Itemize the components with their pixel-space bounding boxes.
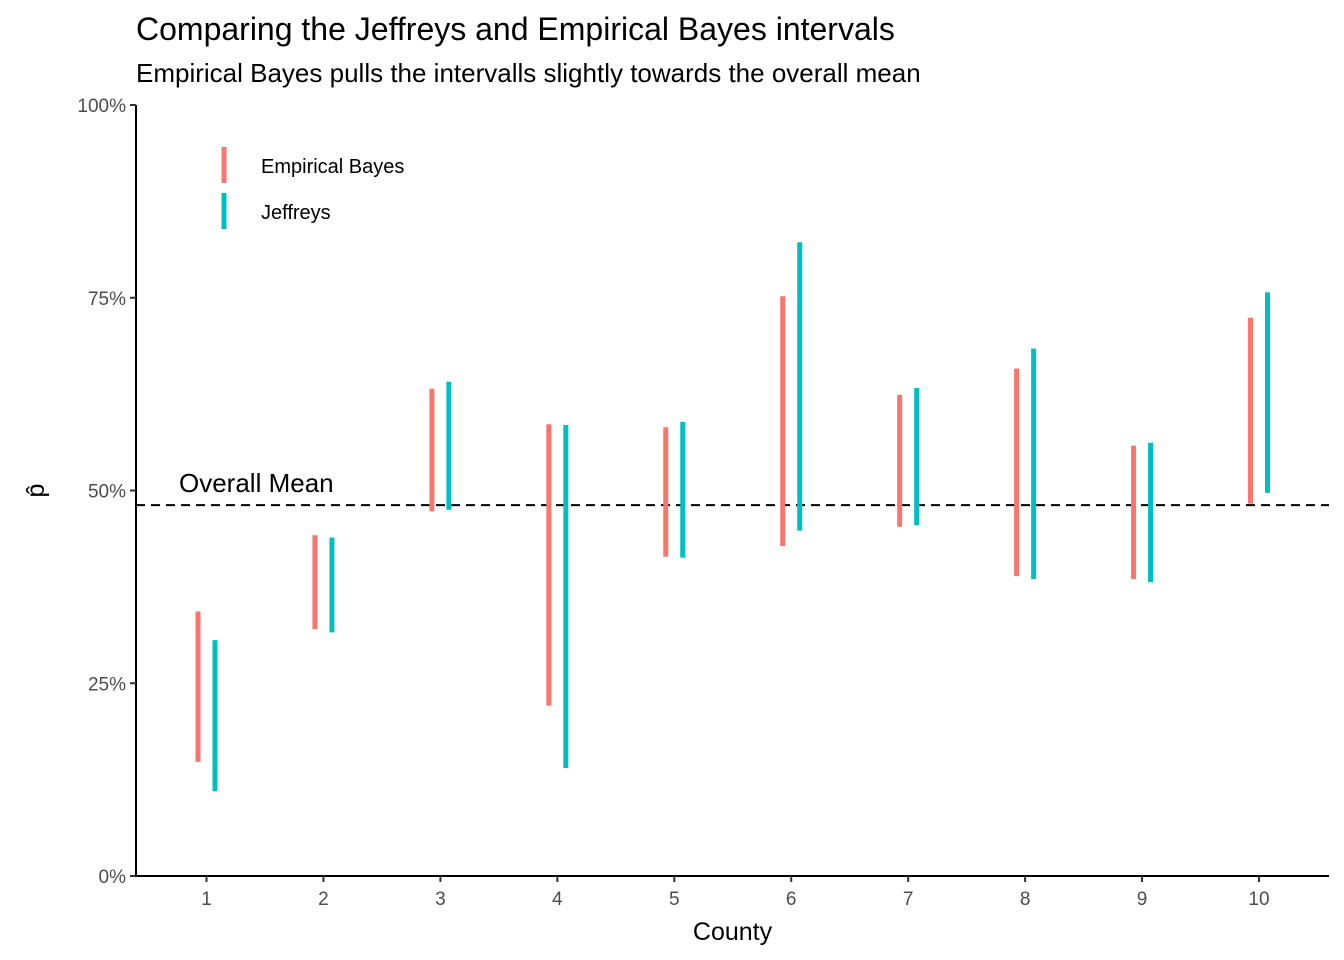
x-tick-label: 1 (201, 889, 212, 910)
y-tick-label: 0% (99, 867, 127, 888)
x-tick-label: 9 (1137, 889, 1148, 910)
y-tick-label: 25% (88, 674, 126, 695)
y-axis-title: p̂ (22, 484, 50, 498)
plot-area: Overall Mean (136, 242, 1329, 792)
y-axis: 0% 25% 50% 75% 100% (77, 96, 137, 888)
x-tick-label: 10 (1248, 889, 1269, 910)
overall-mean-label: Overall Mean (179, 468, 334, 498)
y-tick-label: 100% (77, 96, 126, 117)
x-axis: 1 2 3 4 5 6 7 8 9 10 (135, 875, 1329, 910)
x-tick-label: 3 (435, 889, 446, 910)
legend-label: Jeffreys (261, 202, 331, 224)
x-axis-title: County (693, 918, 773, 946)
x-tick-label: 5 (669, 889, 680, 910)
y-tick-label: 50% (88, 482, 126, 503)
x-tick-label: 8 (1020, 889, 1031, 910)
x-tick-label: 7 (903, 889, 914, 910)
x-tick-label: 6 (786, 889, 797, 910)
x-tick-label: 4 (552, 889, 563, 910)
chart-title: Comparing the Jeffreys and Empirical Bay… (136, 11, 895, 47)
y-tick-label: 75% (88, 289, 126, 310)
x-tick-label: 2 (318, 889, 329, 910)
legend-label: Empirical Bayes (261, 156, 404, 178)
chart-subtitle: Empirical Bayes pulls the intervalls sli… (136, 58, 921, 88)
legend: Empirical Bayes Jeffreys (221, 147, 404, 229)
